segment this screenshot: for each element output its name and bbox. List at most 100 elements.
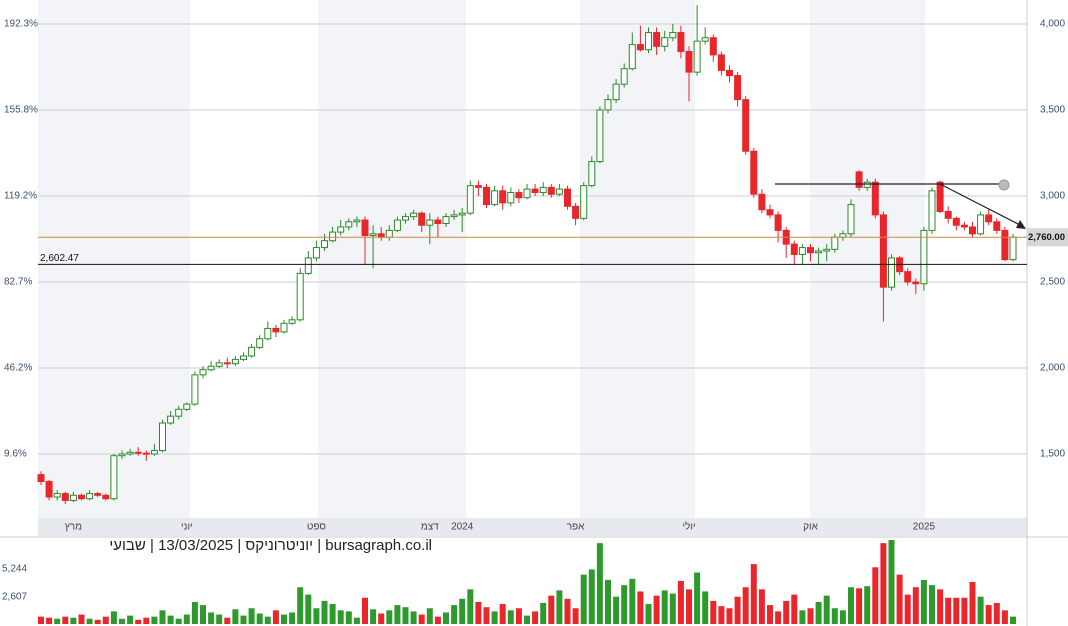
volume-bar <box>718 606 725 624</box>
candle-body <box>572 205 580 219</box>
volume-bar <box>191 601 198 624</box>
candle-body <box>321 240 328 249</box>
x-tick-label: ספט <box>307 522 327 533</box>
candle-body <box>612 83 620 101</box>
candle-body <box>207 365 215 371</box>
candle-body <box>264 327 272 340</box>
candle-body <box>766 209 774 216</box>
candle-body <box>539 186 547 194</box>
volume-bar <box>726 608 733 624</box>
candle-body <box>920 229 928 285</box>
candle-body <box>175 408 183 417</box>
candle-body <box>159 422 166 452</box>
volume-bar <box>831 608 838 624</box>
volume-bar <box>686 589 692 624</box>
volume-bar <box>823 595 830 624</box>
volume-bar <box>605 579 611 624</box>
volume-bar <box>572 608 579 624</box>
volume-bar <box>151 616 158 624</box>
candle-body <box>288 319 296 324</box>
volume-bar <box>621 585 628 624</box>
candle-body <box>555 188 563 195</box>
candle-body <box>167 415 175 424</box>
trendline-arrow <box>1016 220 1026 229</box>
volume-bar <box>264 616 271 624</box>
volume-bar <box>993 603 1000 624</box>
candle-body <box>758 193 766 211</box>
candle-body <box>434 219 442 224</box>
candle-body <box>888 257 895 288</box>
candle-body <box>928 190 936 231</box>
volume-bar <box>200 605 206 624</box>
volume-tick-label: 5,244 <box>2 564 27 575</box>
volume-bar <box>742 587 749 624</box>
candle-body <box>118 453 126 457</box>
volume-bar <box>232 609 239 624</box>
trendline-handle <box>998 179 1010 191</box>
volume-bar <box>929 585 935 624</box>
volume-bar <box>1001 610 1008 624</box>
volume-bar <box>410 611 417 624</box>
candle-body <box>256 338 264 348</box>
candle-body <box>1001 229 1009 261</box>
volume-bar <box>985 605 992 624</box>
candle-body <box>879 214 887 288</box>
volume-bar <box>815 601 822 624</box>
candle-body <box>798 247 806 255</box>
x-tick-label: מרץ <box>65 522 82 533</box>
volume-bar <box>580 574 587 624</box>
candle-body <box>515 192 523 199</box>
y-tick-label: 1,500 <box>1040 449 1065 460</box>
volume-bar <box>394 605 401 624</box>
candle-body <box>418 212 426 226</box>
support-label: 2,602.47 <box>40 253 79 264</box>
volume-bar <box>467 589 474 624</box>
y2-tick-label: 192.3% <box>4 18 38 29</box>
volume-bar <box>1010 616 1016 624</box>
candle-body <box>296 272 304 321</box>
x-tick-label: יוני <box>181 522 193 533</box>
candle-body <box>442 216 450 224</box>
volume-bar <box>872 567 879 624</box>
candle-body <box>790 243 798 255</box>
y2-tick-label: 119.2% <box>4 191 37 202</box>
candle-body <box>807 247 814 254</box>
volume-bar <box>167 615 174 624</box>
volume-bar <box>459 598 466 624</box>
y2-tick-label: 46.2% <box>4 362 32 373</box>
candle-body <box>86 493 94 500</box>
volume-bar <box>289 612 296 624</box>
candle-body <box>960 224 968 228</box>
candle-body <box>709 37 717 56</box>
candle-body <box>628 44 636 70</box>
volume-bar <box>758 589 765 624</box>
candle-body <box>45 481 53 498</box>
band <box>580 0 695 518</box>
candle-body <box>183 403 191 410</box>
volume-bar <box>734 596 741 624</box>
volume-bar <box>775 611 782 624</box>
volume-bar <box>540 603 547 624</box>
volume-bar <box>54 618 61 624</box>
volume-bar <box>499 604 506 624</box>
candle-body <box>742 99 750 152</box>
volume-bar <box>799 610 806 624</box>
candle-body <box>580 185 588 219</box>
candle-body <box>142 452 150 455</box>
candle-body <box>547 186 555 195</box>
candle-body <box>466 185 474 214</box>
candle-body <box>199 369 207 376</box>
volume-bar <box>159 610 166 624</box>
volume-bar <box>272 610 279 624</box>
candle-body <box>150 450 158 455</box>
volume-bar <box>953 597 960 624</box>
candle-body <box>231 358 239 365</box>
volume-tick-label: 2,607 <box>2 591 27 602</box>
candle-body <box>969 226 976 235</box>
y-tick-label: 4,000 <box>1040 19 1065 30</box>
volume-bar <box>945 597 952 624</box>
candle-body <box>952 217 960 226</box>
volume-bar <box>880 543 887 624</box>
candle-body <box>701 37 709 42</box>
volume-bar <box>653 595 660 624</box>
